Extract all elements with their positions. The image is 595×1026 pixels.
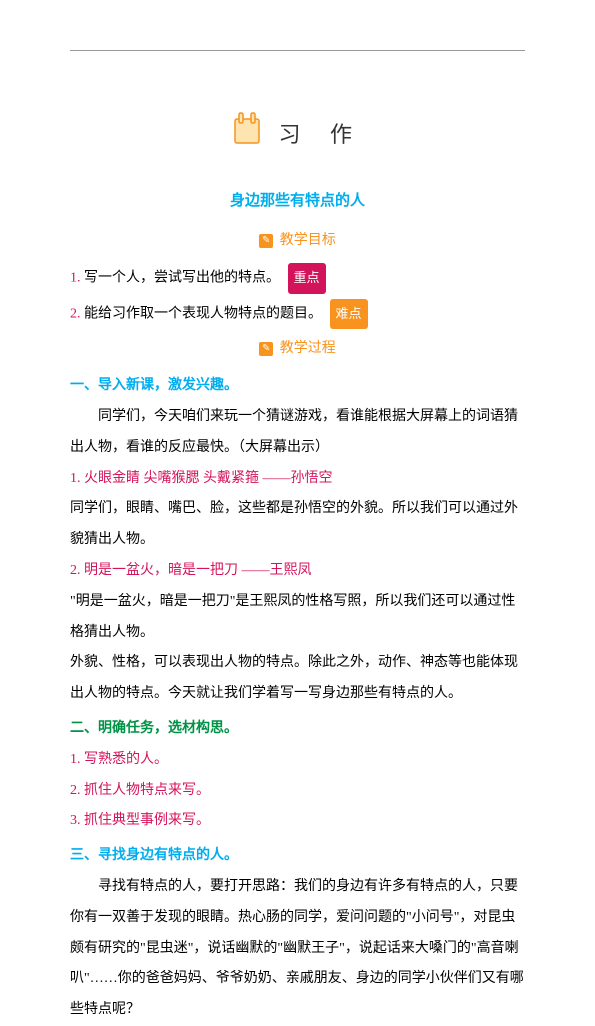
badge-key: 重点 bbox=[288, 263, 326, 294]
heading-1: 一、导入新课，激发兴趣。 bbox=[70, 371, 525, 402]
process-label-row: ✎ 教学过程 bbox=[70, 334, 525, 365]
point-2: 2. 能给习作取一个表现人物特点的题目。 难点 bbox=[70, 299, 525, 330]
goals-label-row: ✎ 教学目标 bbox=[70, 226, 525, 257]
riddle-2: 2. 明是一盆火，暗是一把刀 ——王熙凤 bbox=[70, 556, 525, 587]
goal-2-text: 抓住人物特点来写。 bbox=[84, 783, 210, 798]
riddle-1: 1. 火眼金睛 尖嘴猴腮 头戴紧箍 ——孙悟空 bbox=[70, 464, 525, 495]
point-1-text: 写一个人，尝试写出他的特点。 bbox=[84, 271, 280, 286]
goal-3-num: 3. bbox=[70, 813, 81, 828]
process-badge-icon: ✎ bbox=[259, 342, 273, 356]
goal-1-num: 1. bbox=[70, 752, 81, 767]
riddle-2-num: 2. bbox=[70, 563, 81, 578]
para-4: 外貌、性格，可以表现出人物的特点。除此之外，动作、神态等也能体现出人物的特点。今… bbox=[70, 648, 525, 710]
para-5: 寻找有特点的人，要打开思路：我们的身边有许多有特点的人，只要你有一双善于发现的眼… bbox=[70, 872, 525, 1026]
point-2-text: 能给习作取一个表现人物特点的题目。 bbox=[84, 306, 322, 321]
point-1-num: 1. bbox=[70, 271, 81, 286]
riddle-1-text: 火眼金睛 尖嘴猴腮 头戴紧箍 ——孙悟空 bbox=[84, 471, 333, 486]
para-3: "明是一盆火，暗是一把刀"是王熙凤的性格写照，所以我们还可以通过性格猜出人物。 bbox=[70, 587, 525, 649]
header-row: 习 作 bbox=[70, 111, 525, 160]
sub-title: 身边那些有特点的人 bbox=[70, 185, 525, 218]
goal-3: 3. 抓住典型事例来写。 bbox=[70, 806, 525, 837]
goal-2: 2. 抓住人物特点来写。 bbox=[70, 776, 525, 807]
main-title: 习 作 bbox=[278, 111, 364, 159]
goal-3-text: 抓住典型事例来写。 bbox=[84, 813, 210, 828]
riddle-1-num: 1. bbox=[70, 471, 81, 486]
process-label: 教学过程 bbox=[280, 341, 336, 356]
top-divider bbox=[70, 50, 525, 51]
goal-1: 1. 写熟悉的人。 bbox=[70, 745, 525, 776]
badge-difficult: 难点 bbox=[330, 299, 368, 330]
para-1: 同学们，今天咱们来玩一个猜谜游戏，看谁能根据大屏幕上的词语猜出人物，看谁的反应最… bbox=[70, 402, 525, 464]
point-2-num: 2. bbox=[70, 306, 81, 321]
goals-label: 教学目标 bbox=[280, 233, 336, 248]
heading-2: 二、明确任务，选材构思。 bbox=[70, 714, 525, 745]
notebook-icon bbox=[231, 111, 263, 160]
point-1: 1. 写一个人，尝试写出他的特点。 重点 bbox=[70, 263, 525, 294]
goal-2-num: 2. bbox=[70, 783, 81, 798]
para-2: 同学们，眼睛、嘴巴、脸，这些都是孙悟空的外貌。所以我们可以通过外貌猜出人物。 bbox=[70, 494, 525, 556]
goals-badge-icon: ✎ bbox=[259, 234, 273, 248]
goal-1-text: 写熟悉的人。 bbox=[84, 752, 168, 767]
riddle-2-text: 明是一盆火，暗是一把刀 ——王熙凤 bbox=[84, 563, 312, 578]
heading-3: 三、寻找身边有特点的人。 bbox=[70, 841, 525, 872]
